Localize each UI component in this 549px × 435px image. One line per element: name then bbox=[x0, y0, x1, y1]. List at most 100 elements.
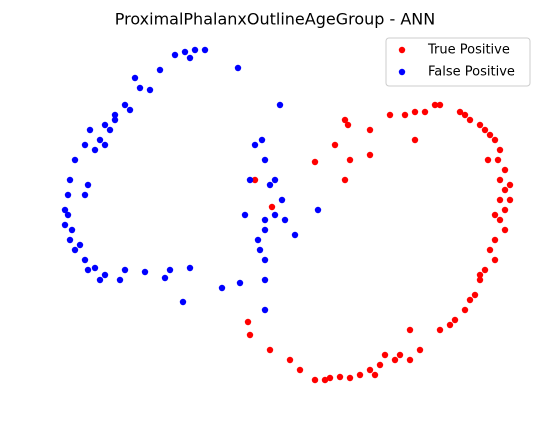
point bbox=[261, 276, 269, 284]
point bbox=[254, 236, 262, 244]
point bbox=[241, 211, 249, 219]
point bbox=[126, 106, 134, 114]
point bbox=[496, 196, 504, 204]
point bbox=[261, 306, 269, 314]
point bbox=[491, 211, 499, 219]
point bbox=[381, 351, 389, 359]
point bbox=[61, 221, 69, 229]
point bbox=[266, 181, 274, 189]
point bbox=[91, 264, 99, 272]
point bbox=[261, 156, 269, 164]
point bbox=[286, 356, 294, 364]
point bbox=[86, 126, 94, 134]
point bbox=[101, 271, 109, 279]
point bbox=[341, 116, 349, 124]
point bbox=[396, 351, 404, 359]
point bbox=[141, 268, 149, 276]
point bbox=[81, 256, 89, 264]
point bbox=[311, 376, 319, 384]
point bbox=[71, 156, 79, 164]
point bbox=[346, 156, 354, 164]
point bbox=[466, 296, 474, 304]
point bbox=[411, 136, 419, 144]
point bbox=[484, 156, 492, 164]
point bbox=[291, 231, 299, 239]
point bbox=[81, 191, 89, 199]
legend-marker bbox=[398, 68, 406, 76]
point bbox=[281, 216, 289, 224]
point bbox=[466, 116, 474, 124]
point bbox=[321, 376, 329, 384]
legend-box bbox=[385, 37, 531, 87]
point bbox=[421, 108, 429, 116]
point bbox=[446, 321, 454, 329]
point bbox=[481, 126, 489, 134]
point bbox=[181, 48, 189, 56]
point bbox=[314, 206, 322, 214]
point bbox=[486, 246, 494, 254]
point bbox=[451, 316, 459, 324]
point bbox=[186, 54, 194, 62]
point bbox=[101, 121, 109, 129]
point bbox=[366, 126, 374, 134]
point bbox=[96, 136, 104, 144]
point bbox=[256, 246, 264, 254]
point bbox=[356, 371, 364, 379]
point bbox=[501, 186, 509, 194]
point bbox=[366, 151, 374, 159]
point bbox=[116, 276, 124, 284]
point bbox=[481, 266, 489, 274]
point bbox=[251, 141, 259, 149]
point bbox=[84, 266, 92, 274]
point bbox=[326, 374, 334, 382]
point bbox=[406, 356, 414, 364]
point bbox=[166, 266, 174, 274]
point bbox=[121, 101, 129, 109]
point bbox=[471, 291, 479, 299]
point bbox=[436, 326, 444, 334]
point bbox=[411, 108, 419, 116]
point bbox=[251, 176, 259, 184]
point bbox=[416, 346, 424, 354]
point bbox=[271, 176, 279, 184]
point bbox=[366, 366, 374, 374]
point bbox=[271, 211, 279, 219]
chart-title: ProximalPhalanxOutlineAgeGroup - ANN bbox=[115, 10, 435, 29]
point bbox=[121, 266, 129, 274]
point bbox=[406, 326, 414, 334]
point bbox=[234, 64, 242, 72]
point bbox=[336, 373, 344, 381]
point bbox=[496, 146, 504, 154]
point bbox=[111, 111, 119, 119]
point bbox=[266, 346, 274, 354]
point bbox=[261, 216, 269, 224]
point bbox=[218, 284, 226, 292]
point bbox=[491, 236, 499, 244]
point bbox=[456, 108, 464, 116]
point bbox=[371, 371, 379, 379]
point bbox=[496, 216, 504, 224]
point bbox=[346, 374, 354, 382]
point bbox=[111, 116, 119, 124]
point bbox=[186, 264, 194, 272]
legend-marker bbox=[398, 46, 406, 54]
point bbox=[476, 276, 484, 284]
point bbox=[386, 111, 394, 119]
point bbox=[491, 256, 499, 264]
point bbox=[71, 246, 79, 254]
point bbox=[311, 158, 319, 166]
point bbox=[506, 196, 514, 204]
point bbox=[268, 203, 276, 211]
point bbox=[244, 318, 252, 326]
point bbox=[278, 196, 286, 204]
point bbox=[191, 46, 199, 54]
point bbox=[506, 181, 514, 189]
point bbox=[136, 84, 144, 92]
point bbox=[401, 111, 409, 119]
point bbox=[391, 356, 399, 364]
point bbox=[76, 241, 84, 249]
legend-label: False Positive bbox=[428, 65, 515, 80]
point bbox=[66, 176, 74, 184]
point bbox=[66, 236, 74, 244]
